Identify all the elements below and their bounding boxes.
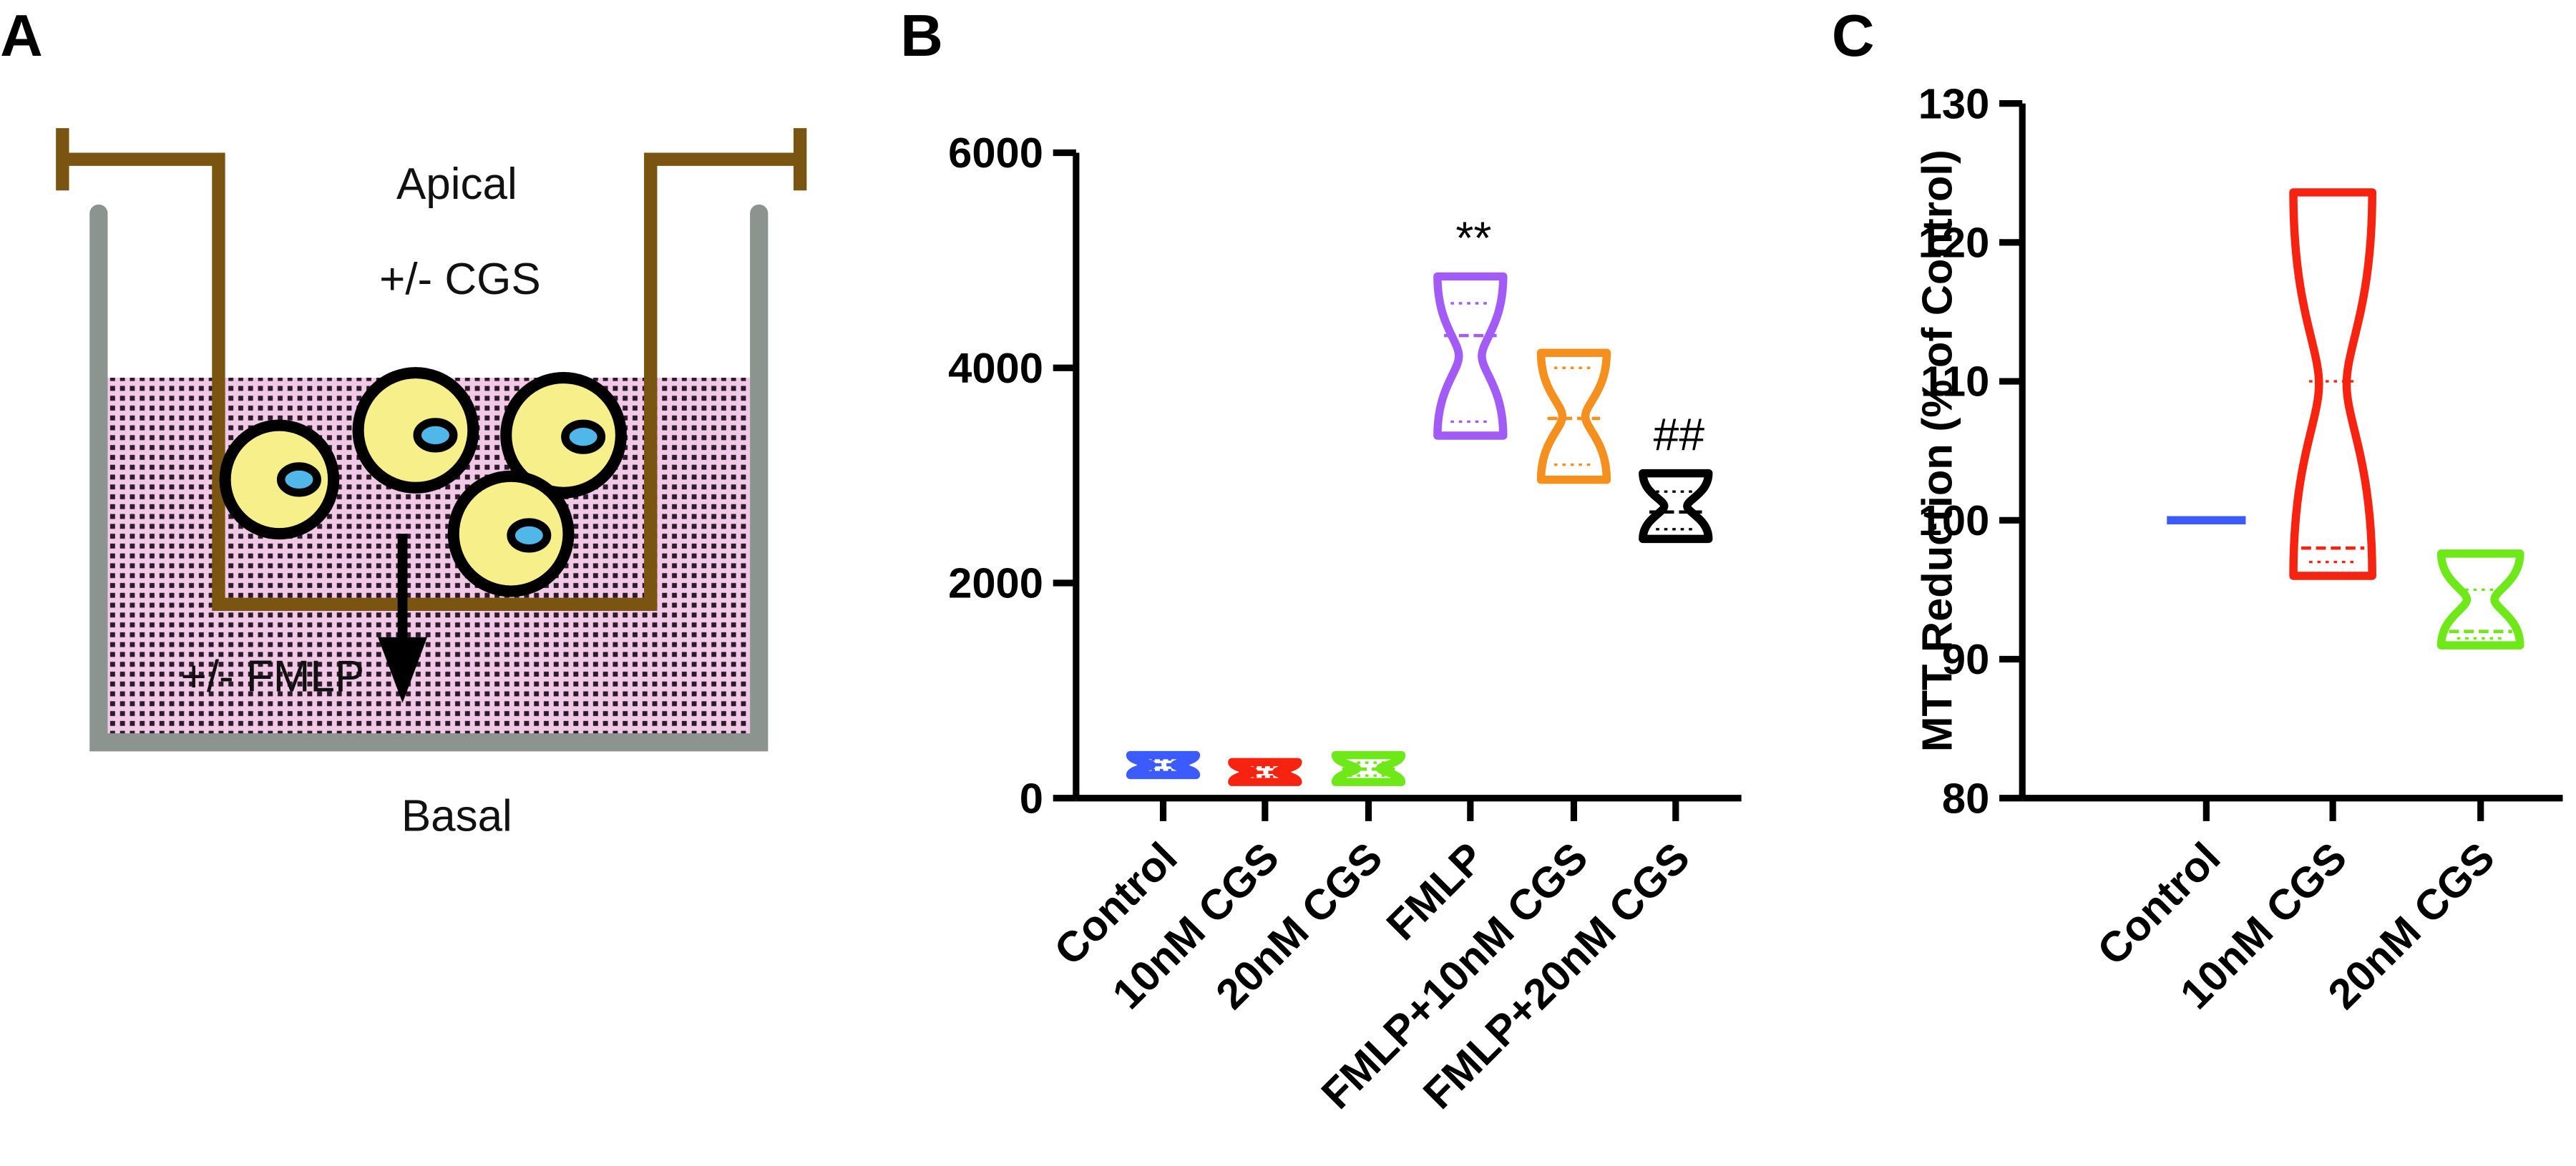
y-axis-label: MTT Reduction (% of Control) [1913,150,1961,752]
basal-label: Basal [401,792,512,841]
y-tick-label: 130 [1918,79,1990,127]
y-tick-label: 110 [1921,358,1989,406]
cells [219,367,627,597]
insert [62,152,801,612]
violin [1228,758,1302,786]
y-tick-label: 80 [1942,774,1989,822]
chart: C MTT Reduction (% of Control) 80 90 100 110 1… [1832,2,2563,1018]
cgs-label: +/- CGS [379,255,541,304]
violin [1331,750,1406,786]
apical-label: Apical [396,160,517,209]
violin [1639,469,1713,544]
y-tick-label: 0 [1020,774,1043,822]
violin [1126,750,1201,780]
panel-label: C [1832,2,1875,69]
annotation: ## [1654,408,1705,460]
panel-label: A [0,2,43,69]
annotation: ** [1455,212,1491,263]
violin [2289,188,2376,580]
violin [1433,272,1508,440]
panel-a: A Apical +/- CGS +/- FMLP Basal [0,2,807,841]
fmlp-label: +/- FMLP [181,652,365,702]
y-tick-label: 2000 [948,559,1043,607]
y-tick-label: 100 [1918,496,1990,544]
y-tick-label: 90 [1942,635,1989,683]
insert-cap [56,128,807,191]
arrow-head [378,637,428,703]
y-tick-label: 120 [1918,219,1990,267]
well [89,204,769,752]
y-tick-label: 6000 [948,129,1043,177]
violin [2436,549,2524,650]
panel-label: B [900,2,943,69]
y-tick-label: 4000 [948,344,1043,392]
violin [1536,348,1611,484]
